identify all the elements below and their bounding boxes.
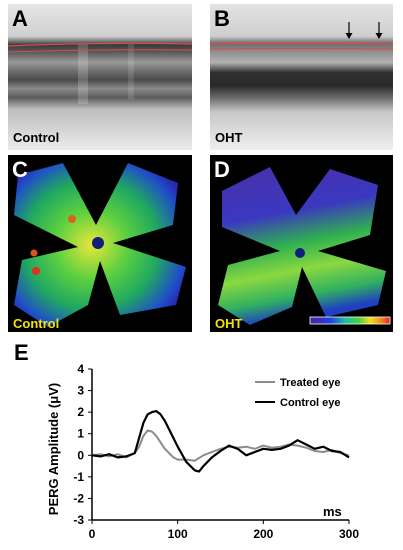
y-tick-label: 3: [77, 384, 84, 398]
retina-oht-flatmount: [218, 167, 391, 325]
y-tick-label: 4: [77, 362, 84, 376]
x-tick-label: 100: [168, 527, 188, 541]
panel-caption-c: Control: [13, 316, 60, 331]
panel-caption-d: OHT: [215, 316, 243, 331]
panel-label-a: A: [12, 6, 28, 31]
oct-control-scan: [8, 4, 192, 150]
x-axis-label: ms: [323, 504, 342, 519]
panel-caption-b: OHT: [215, 130, 243, 145]
x-tick-label: 300: [339, 527, 359, 541]
retina-control-image: C Control: [8, 155, 192, 332]
x-tick-label: 200: [253, 527, 273, 541]
panel-label-e: E: [14, 340, 29, 365]
retina-oht-image: D OHT: [210, 155, 393, 332]
panel-label-d: D: [214, 157, 230, 182]
x-tick-label: 0: [89, 527, 96, 541]
oct-oht-image: B OHT: [210, 4, 393, 150]
chart-ticks: 4 3 2 1 0 -1 -2 -3 0 100 200 300: [73, 362, 359, 541]
arrow-down-icon: [345, 22, 353, 39]
y-axis-label: PERG Amplitude (μV): [46, 383, 61, 515]
perg-chart: E 4 3 2 1 0 -1 -2 -3 0 100 200 300 Treated eye Contr…: [14, 340, 359, 541]
oct-oht-scan: [210, 4, 393, 150]
panel-caption-a: Control: [13, 130, 60, 145]
y-tick-label: -2: [73, 491, 84, 505]
series-line-control-eye: [91, 409, 350, 473]
chart-legend: Treated eye Control eye: [255, 377, 341, 409]
y-tick-label: 0: [77, 448, 84, 462]
y-tick-label: 1: [77, 427, 84, 441]
oct-control-image: A Control: [8, 4, 192, 150]
panel-label-b: B: [214, 6, 230, 31]
legend-label: Treated eye: [280, 377, 341, 389]
y-tick-label: -3: [73, 513, 84, 527]
chart-axes: [91, 369, 349, 521]
retina-control-flatmount: [14, 163, 186, 327]
panel-label-c: C: [12, 157, 28, 182]
y-tick-label: 2: [77, 405, 84, 419]
color-scale-bar: [309, 316, 391, 325]
y-tick-label: -1: [73, 470, 84, 484]
chart-lines: [91, 409, 350, 473]
legend-label: Control eye: [280, 397, 341, 409]
arrow-down-icon: [375, 22, 383, 39]
series-line-treated-eye: [91, 429, 350, 462]
